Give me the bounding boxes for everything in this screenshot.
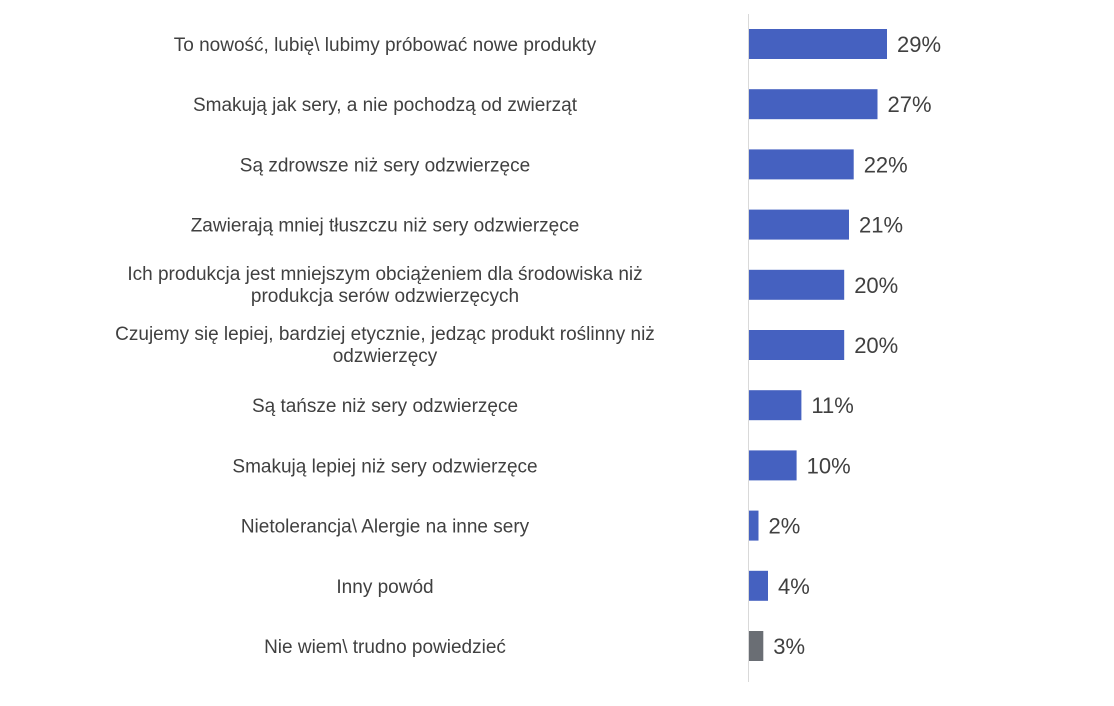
value-label-3: 22% [864,152,908,177]
value-label-7: 11% [811,393,853,418]
category-label-5: Ich produkcja jest mniejszym obciążeniem… [127,264,642,307]
value-label-8: 10% [807,453,851,478]
value-label-1: 29% [897,32,941,57]
category-label-8: Smakują lepiej niż sery odzwierzęce [232,456,537,477]
category-label-4: Zawierają mniej tłuszczu niż sery odzwie… [191,216,580,237]
category-label-6: Czujemy się lepiej, bardziej etycznie, j… [115,324,655,367]
bar-1 [749,29,887,59]
bar-6 [749,330,845,360]
value-labels-layer: 29% 27% 22% 21% 20% 20% 11% 10% 2% 4% 3% [769,32,942,659]
category-labels-layer: To nowość, lubię\ lubimy próbować nowe p… [115,35,655,658]
bars-layer [749,29,887,661]
bar-7 [749,390,802,421]
category-label-1: To nowość, lubię\ lubimy próbować nowe p… [174,35,597,56]
value-label-9: 2% [769,514,801,539]
category-label-7: Są tańsze niż sery odzwierzęce [252,396,518,417]
value-label-10: 4% [778,574,810,599]
bar-8 [749,450,797,481]
category-label-11: Nie wiem\ trudno powiedzieć [264,637,506,658]
bar-4 [749,209,849,240]
bar-5 [749,269,845,300]
bar-11 [749,631,764,661]
category-label-2: Smakują jak sery, a nie pochodzą od zwie… [193,95,578,116]
value-label-4: 21% [859,213,903,238]
bar-9 [749,510,759,541]
value-label-5: 20% [854,273,898,298]
value-label-11: 3% [773,634,805,659]
category-label-3: Są zdrowsze niż sery odzwierzęce [240,155,530,176]
bar-2 [749,89,878,120]
category-label-9: Nietolerancja\ Alergie na inne sery [241,517,530,538]
bar-3 [749,149,854,180]
value-label-6: 20% [854,333,898,358]
bar-10 [749,570,768,601]
category-label-10: Inny powód [336,577,433,598]
value-label-2: 27% [888,92,932,117]
